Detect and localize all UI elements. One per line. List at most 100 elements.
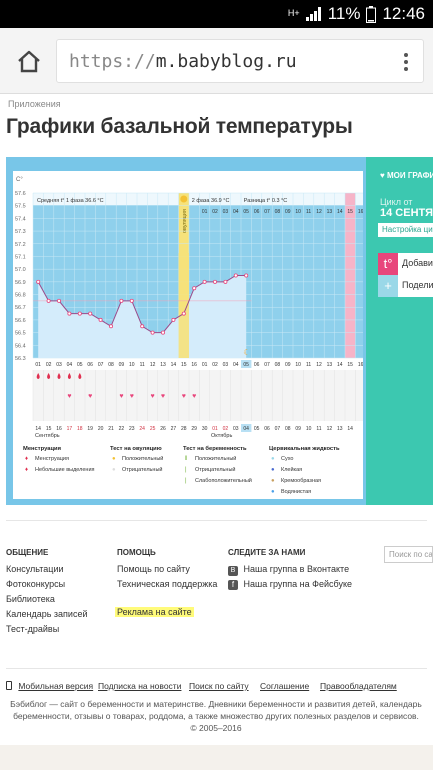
day-label: 10 [295,362,301,368]
day-label: 04 [67,362,73,368]
share-button[interactable]: + Подели [378,275,433,297]
date-label: 06 [264,426,270,432]
legend-icon: ● [271,456,275,462]
temp-point [160,330,165,335]
date-label: 05 [254,426,260,432]
today-date-highlight [241,424,252,432]
menstruation-drop-icon [47,373,51,379]
legend-title: Тест на овуляцию [110,446,162,452]
temp-point [192,286,197,291]
agreement-link[interactable]: Соглашение [260,681,310,691]
y-tick-label: 56.6 [15,318,26,324]
date-label: 10 [306,426,312,432]
footer-divider-2 [6,668,427,669]
date-label: 22 [119,426,125,432]
breadcrumb[interactable]: Приложения [8,99,61,109]
status-bar: H+ 11% 12:46 [0,0,433,28]
date-label: 29 [191,426,197,432]
footer-col1-title: ОБЩЕНИЕ [6,548,49,557]
footer-link-photo-contests[interactable]: Фотоконкурсы [6,579,66,589]
ovulation-marker-icon [180,195,188,203]
day-label: 11 [140,362,145,368]
temp-point [67,311,72,316]
footer-link-support[interactable]: Техническая поддержка [117,579,218,589]
phase1-label: Средняя t° 1 фаза 36.6 °C [37,198,104,204]
date-label: 21 [108,426,114,432]
address-bar[interactable]: https://m.babyblog.ru [56,39,424,83]
site-search-link[interactable]: Поиск по сайту [189,681,249,691]
y-tick-label: 56.4 [15,343,26,349]
y-tick-label: 56.8 [15,293,26,299]
url-text: https://m.babyblog.ru [69,51,297,72]
footer-link-help[interactable]: Помощь по сайту [117,564,190,574]
heart-icon: ♥ [380,171,385,180]
legend-icon: | [185,478,187,484]
legend-icon: ♦ [25,456,28,462]
day-label: 14 [337,362,343,368]
day-header: 09 [285,209,291,215]
footer-divider [6,520,427,521]
day-label: 09 [285,362,291,368]
day-header: 05 [243,209,249,215]
my-charts-heading[interactable]: ♥ МОИ ГРАФИ [380,171,433,180]
footer-link-test-drives[interactable]: Тест-драйвы [6,624,60,634]
temp-point [119,298,124,303]
menu-kebab-icon[interactable] [403,50,409,74]
temp-point [88,311,93,316]
home-icon [18,50,40,73]
subscribe-link[interactable]: Подписка на новости [98,681,182,691]
network-type: H+ [287,7,300,18]
copyright-holders-link[interactable]: Правообладателям [320,681,397,691]
date-label: 01 [212,426,218,432]
footer-link-vk[interactable]: B Наша группа в Вконтакте [228,564,349,576]
day-label: 07 [264,362,270,368]
legend-item: Сухо [281,456,293,462]
light-bleeding-drop-icon [78,373,82,379]
footer-link-advertising[interactable]: Реклама на сайте [115,607,194,617]
footer-link-facebook[interactable]: f Наша группа на Фейсбуке [228,579,352,590]
day-header: 13 [327,209,333,215]
heart-icon: ♥ [192,393,196,400]
day-label: 02 [212,362,218,368]
temp-point [36,279,41,284]
bottom-strip [0,745,433,770]
heart-icon: ♥ [151,393,155,400]
day-label: 12 [316,362,322,368]
plus-icon: + [378,275,398,297]
month-label: Октябрь [211,433,232,439]
mobile-version-link[interactable]: Мобильная версия [6,681,93,691]
y-tick-label: 57.3 [15,229,26,235]
footer-link-consultations[interactable]: Консультации [6,564,64,574]
legend-item: Кремообразная [281,478,321,484]
temp-area [38,275,247,358]
legend-icon: ● [271,489,275,495]
heart-icon: ♥ [119,393,123,400]
cycle-settings-button[interactable]: Настройка ци [378,223,433,237]
browser-toolbar: https://m.babyblog.ru [0,28,433,94]
day-header: 04 [233,209,239,215]
legend-item: Менструация [35,456,69,462]
temp-point [181,311,186,316]
legend-item: Клейкая [281,466,302,473]
day-header: 03 [223,209,229,215]
day-label: 02 [46,362,52,368]
footer-link-calendar[interactable]: Календарь записей [6,609,88,619]
temp-point [140,324,145,329]
menstruation-drop-icon [67,373,71,379]
day-label: 05 [77,362,83,368]
home-button[interactable] [12,45,46,79]
day-label: 08 [108,362,114,368]
legend-icon: ● [112,467,116,473]
about-text: Бэбиблог — сайт о беременности и материн… [10,699,422,733]
day-header: 08 [275,209,281,215]
date-label: 28 [181,426,187,432]
add-button[interactable]: t° Добавит [378,253,433,275]
footer-link-library[interactable]: Библиотека [6,594,55,604]
phone-icon [6,681,12,690]
y-tick-label: 56.3 [15,356,26,362]
date-label: 17 [67,426,73,432]
footer-search-input[interactable]: Поиск по сайт [384,546,433,563]
date-label: 11 [316,426,321,432]
month-label: Сентябрь [35,433,60,439]
legend-item: Отрицательный [122,466,163,473]
